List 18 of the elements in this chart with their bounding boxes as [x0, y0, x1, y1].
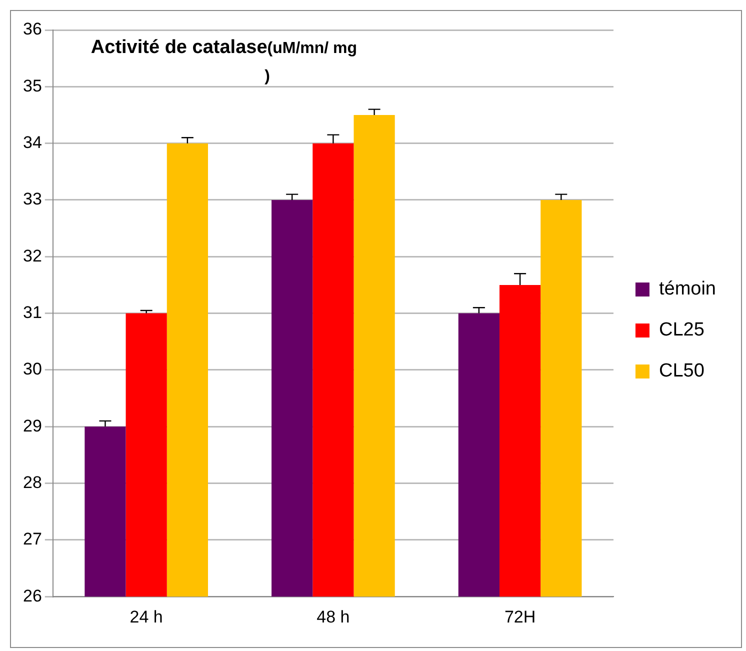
y-tick-label: 36	[22, 20, 42, 39]
y-tick-label: 26	[22, 586, 42, 606]
y-tick-label: 27	[22, 530, 42, 549]
y-tick-label: 30	[22, 360, 42, 379]
y-tick-label: 28	[22, 472, 42, 492]
text: Activité de catalase(uM/mn/ mg )	[90, 37, 358, 85]
y-tick-label: 29	[22, 416, 42, 436]
y-tick-label: 31	[22, 302, 42, 322]
legend-label: témoin	[658, 278, 716, 300]
y-tick-label: 33	[22, 190, 42, 209]
x-tick-label: 72H	[504, 607, 536, 626]
x-tick-label: 48 h	[316, 607, 350, 626]
legend-label: CL25	[658, 320, 704, 341]
legend-label: CL50	[658, 360, 704, 382]
y-tick-label: 32	[22, 246, 42, 266]
y-tick-label: 34	[22, 133, 42, 152]
y-tick-label: 35	[22, 76, 42, 96]
x-tick-label: 24 h	[130, 607, 163, 626]
